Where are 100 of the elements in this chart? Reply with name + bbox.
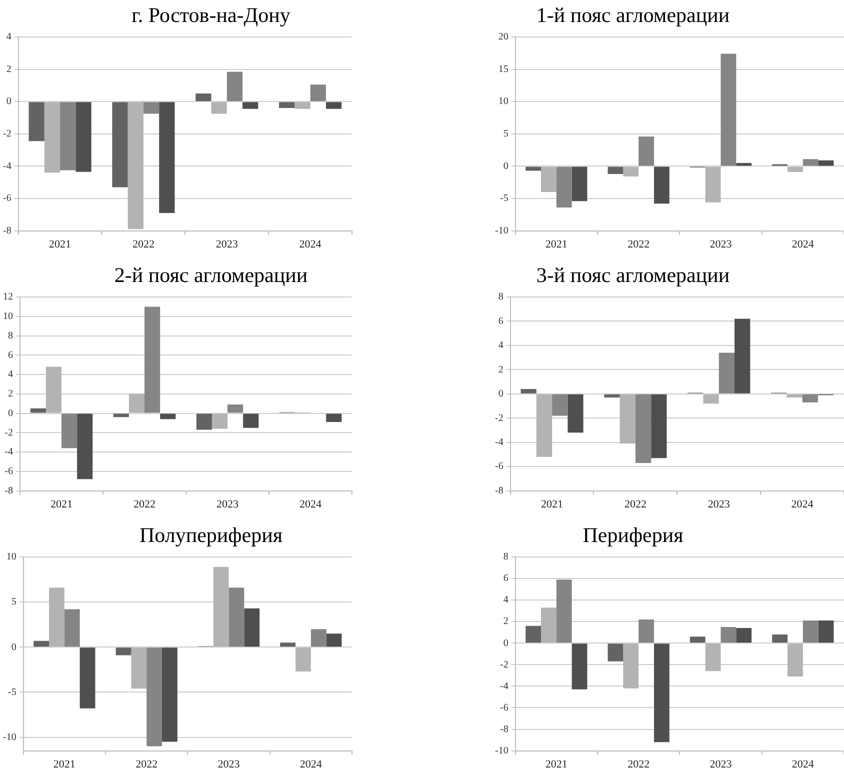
y-tick-label: -6 xyxy=(494,461,504,472)
bar xyxy=(788,644,803,677)
x-tick-label: 2022 xyxy=(132,238,154,250)
bar xyxy=(211,102,227,114)
bar xyxy=(310,629,326,647)
chart-title: 3-й пояс агломерации xyxy=(535,262,731,288)
bar xyxy=(556,580,572,643)
y-tick-label: -10 xyxy=(494,745,508,756)
bar xyxy=(705,166,721,202)
y-tick-label: -8 xyxy=(494,485,504,496)
bar xyxy=(654,166,670,204)
bar xyxy=(638,619,654,643)
y-tick-label: -10 xyxy=(494,225,508,236)
y-tick-label: -4 xyxy=(2,160,12,172)
x-tick-label: 2024 xyxy=(299,238,322,250)
y-tick-label: 8 xyxy=(498,292,504,303)
bar xyxy=(541,608,556,643)
bar xyxy=(160,414,176,420)
bar xyxy=(654,644,670,742)
bar xyxy=(526,626,542,643)
bar xyxy=(243,414,259,428)
bar xyxy=(212,414,228,429)
bar xyxy=(116,648,132,656)
bar xyxy=(690,636,706,643)
bar xyxy=(76,102,92,172)
bar xyxy=(623,166,639,177)
bar xyxy=(608,166,624,174)
bar xyxy=(736,162,752,166)
y-tick-label: 4 xyxy=(6,32,12,43)
y-tick-label: 15 xyxy=(498,64,508,75)
bar xyxy=(30,408,46,413)
bar xyxy=(703,394,719,404)
bar xyxy=(736,628,752,643)
bar xyxy=(718,352,735,394)
bar xyxy=(159,102,175,214)
y-tick-label: 10 xyxy=(3,311,13,322)
bar xyxy=(572,166,588,202)
x-tick-label: 2023 xyxy=(710,758,732,770)
y-tick-label: -2 xyxy=(494,412,504,424)
y-tick-label: 4 xyxy=(8,369,13,380)
bar xyxy=(802,394,818,402)
bar xyxy=(77,414,93,480)
y-tick-label: 4 xyxy=(503,594,508,606)
bar xyxy=(242,102,258,109)
bar xyxy=(228,404,244,413)
bar xyxy=(80,648,96,708)
bar xyxy=(568,394,584,433)
chart-title: 2-й пояс агломерации xyxy=(113,262,309,288)
bar xyxy=(786,394,802,398)
x-tick-label: 2023 xyxy=(710,238,732,250)
bar xyxy=(541,166,556,192)
bar xyxy=(552,394,568,416)
y-tick-label: 0 xyxy=(503,160,508,172)
y-tick-label: -8 xyxy=(2,225,12,236)
x-tick-label: 2022 xyxy=(624,498,646,510)
y-tick-label: -4 xyxy=(494,436,504,448)
bar xyxy=(620,394,636,444)
bar xyxy=(556,166,572,208)
y-tick-label: 0 xyxy=(11,642,16,653)
y-tick-label: 2 xyxy=(503,616,508,628)
x-tick-label: 2022 xyxy=(628,238,650,250)
bar xyxy=(28,102,44,142)
y-tick-label: -2 xyxy=(500,659,508,670)
bar xyxy=(196,94,212,102)
bar xyxy=(720,54,736,166)
x-tick-label: 2024 xyxy=(792,758,814,770)
bar xyxy=(818,160,834,166)
bar xyxy=(294,102,310,109)
x-tick-label: 2024 xyxy=(791,498,814,510)
x-tick-label: 2022 xyxy=(136,758,158,770)
x-tick-label: 2021 xyxy=(53,758,76,770)
y-tick-label: 0 xyxy=(6,96,12,108)
bar xyxy=(623,644,639,688)
y-tick-label: 2 xyxy=(6,64,12,75)
x-tick-label: 2021 xyxy=(541,498,564,510)
x-tick-label: 2022 xyxy=(134,498,156,510)
bar xyxy=(46,366,62,413)
y-tick-label: 10 xyxy=(6,552,16,563)
bar xyxy=(520,389,536,394)
y-tick-label: 6 xyxy=(498,316,504,327)
y-tick-label: -4 xyxy=(4,446,13,458)
x-tick-label: 2023 xyxy=(708,498,730,510)
x-tick-label: 2024 xyxy=(300,758,322,770)
bar xyxy=(226,72,243,102)
y-tick-label: 5 xyxy=(503,128,508,140)
chart-title: Полупериферия xyxy=(138,522,284,548)
y-tick-label: -6 xyxy=(4,466,13,478)
y-tick-label: 2 xyxy=(498,364,504,376)
bar xyxy=(280,642,296,647)
x-tick-label: 2021 xyxy=(50,498,72,510)
y-tick-label: -6 xyxy=(500,702,508,714)
bar xyxy=(49,588,64,647)
bar xyxy=(536,394,552,457)
x-tick-label: 2021 xyxy=(545,238,568,250)
y-tick-label: 0 xyxy=(503,638,508,649)
y-tick-label: 8 xyxy=(8,330,13,342)
chart-title: 1-й пояс агломерации xyxy=(535,2,731,28)
x-tick-label: 2021 xyxy=(545,758,568,770)
bar xyxy=(64,609,80,647)
x-tick-label: 2024 xyxy=(792,238,814,250)
